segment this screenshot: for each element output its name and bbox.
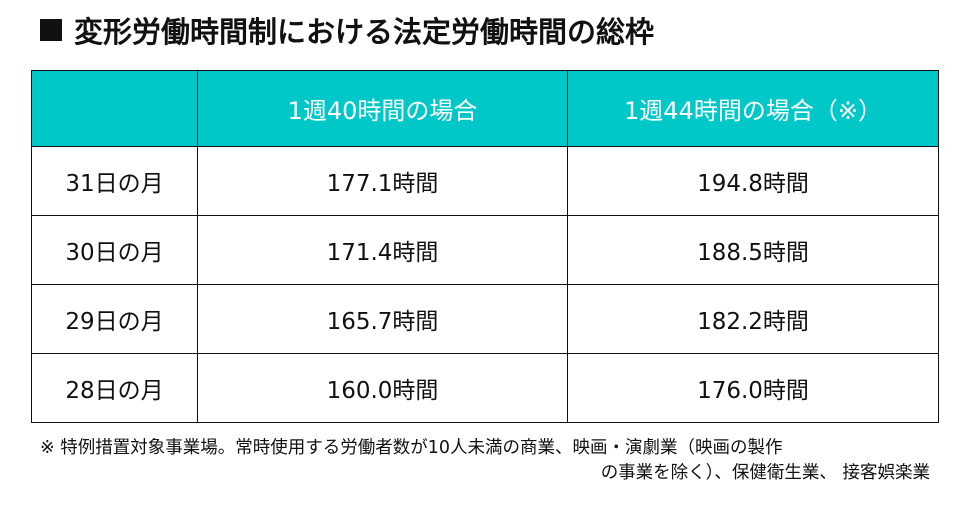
cell-44h: 176.0時間 bbox=[567, 353, 939, 423]
cell-44h: 188.5時間 bbox=[567, 215, 939, 285]
cell-40h: 165.7時間 bbox=[197, 284, 568, 354]
cell-40h: 177.1時間 bbox=[197, 146, 568, 216]
row-label: 28日の月 bbox=[31, 353, 198, 423]
page-title: 変形労働時間制における法定労働時間の総枠 bbox=[40, 8, 654, 52]
cell-44h: 182.2時間 bbox=[567, 284, 939, 354]
square-bullet-icon bbox=[40, 19, 62, 41]
row-label: 31日の月 bbox=[31, 146, 198, 216]
cell-40h: 171.4時間 bbox=[197, 215, 568, 285]
row-label: 30日の月 bbox=[31, 215, 198, 285]
footnote-line-1: ※ 特例措置対象事業場。常時使用する労働者数が10人未満の商業、映画・演劇業（映… bbox=[40, 438, 783, 458]
table-header-row: 1週40時間の場合 1週44時間の場合（※） bbox=[31, 70, 939, 147]
footnote-line-2: の事業を除く）、保健衛生業、 接客娯楽業 bbox=[600, 463, 930, 483]
header-cell-44h: 1週44時間の場合（※） bbox=[567, 70, 939, 147]
table-row: 28日の月 160.0時間 176.0時間 bbox=[31, 353, 939, 423]
header-cell-40h: 1週40時間の場合 bbox=[197, 70, 568, 147]
footnote: ※ 特例措置対象事業場。常時使用する労働者数が10人未満の商業、映画・演劇業（映… bbox=[40, 436, 934, 486]
page-title-text: 変形労働時間制における法定労働時間の総枠 bbox=[74, 15, 655, 49]
table-row: 31日の月 177.1時間 194.8時間 bbox=[31, 146, 939, 216]
cell-40h: 160.0時間 bbox=[197, 353, 568, 423]
table-row: 30日の月 171.4時間 188.5時間 bbox=[31, 215, 939, 285]
header-cell-empty bbox=[31, 70, 198, 147]
working-hours-table: 1週40時間の場合 1週44時間の場合（※） 31日の月 177.1時間 194… bbox=[31, 70, 939, 423]
row-label: 29日の月 bbox=[31, 284, 198, 354]
table-row: 29日の月 165.7時間 182.2時間 bbox=[31, 284, 939, 354]
cell-44h: 194.8時間 bbox=[567, 146, 939, 216]
